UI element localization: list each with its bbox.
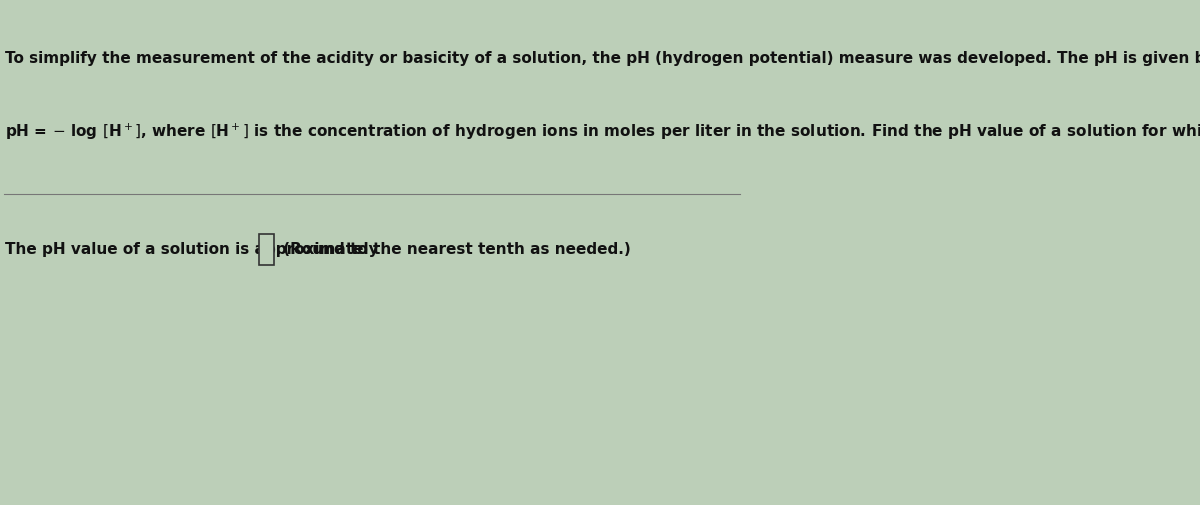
Text: To simplify the measurement of the acidity or basicity of a solution, the pH (hy: To simplify the measurement of the acidi…: [5, 50, 1200, 66]
Text: The pH value of a solution is approximately: The pH value of a solution is approximat…: [5, 242, 379, 258]
FancyBboxPatch shape: [259, 234, 274, 265]
Text: .: .: [275, 242, 281, 258]
Text: pH = $-$ log $[\mathregular{H}^+]$, where $[\mathregular{H}^+]$ is the concentra: pH = $-$ log $[\mathregular{H}^+]$, wher…: [5, 121, 1200, 141]
Text: (Round to the nearest tenth as needed.): (Round to the nearest tenth as needed.): [278, 242, 631, 258]
